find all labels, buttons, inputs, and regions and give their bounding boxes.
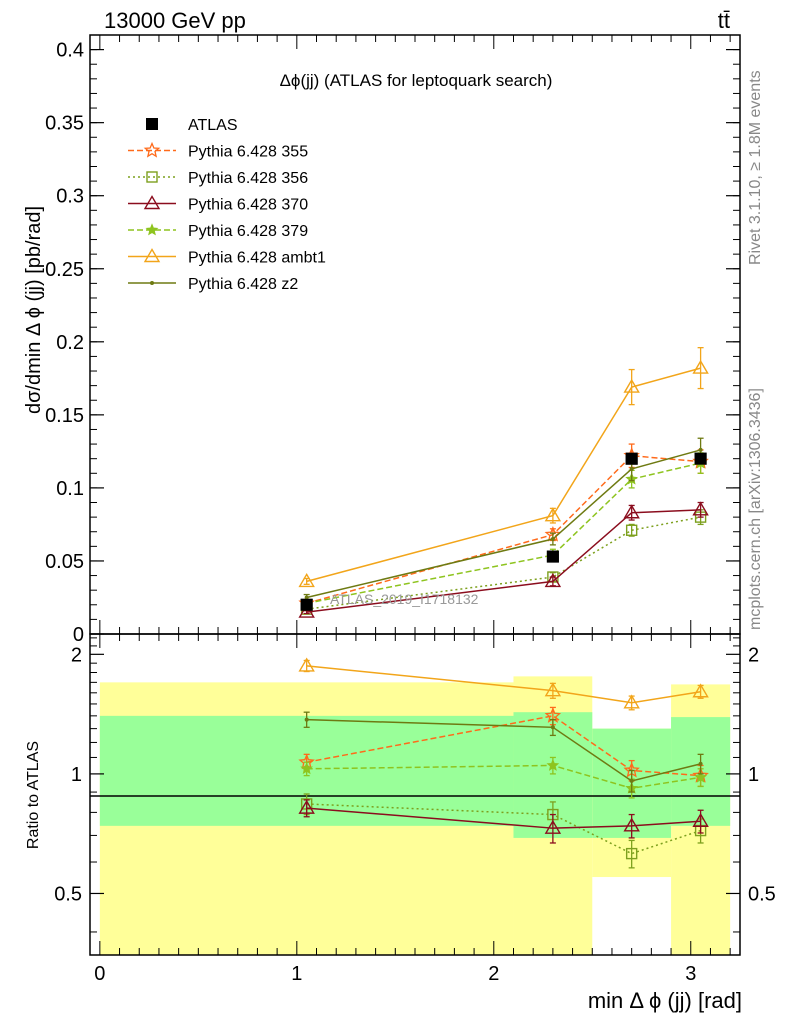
main-y-tick-label: 0.2 xyxy=(56,332,84,354)
ratio-series-5-point xyxy=(544,682,562,697)
main-y-tick-label: 0.1 xyxy=(56,478,84,500)
ratio-series-5-point xyxy=(692,683,709,698)
ratio-series-5-point xyxy=(298,657,315,672)
legend-marker-2 xyxy=(146,171,158,183)
rivet-label: Rivet 3.1.10, ≥ 1.8M events xyxy=(747,70,764,265)
series-3-point xyxy=(623,504,640,519)
ratio-y-tick-label-right: 1 xyxy=(748,764,759,786)
legend-label-6: Pythia 6.428 z2 xyxy=(188,276,298,293)
series-3-point xyxy=(298,603,315,618)
ratio-y-tick-label-left: 1 xyxy=(71,764,82,786)
main-x-ticks xyxy=(99,35,731,634)
main-title: Δϕ(jj) (ATLAS for leptoquark search) xyxy=(280,71,553,90)
watermark-label: ATLAS_2019_I1718132 xyxy=(330,591,479,607)
main-y-tick-label: 0.05 xyxy=(45,551,84,573)
ratio-series-3-point xyxy=(623,817,640,832)
legend-marker-3 xyxy=(143,195,161,210)
series-6-point xyxy=(550,537,555,542)
series-6-point xyxy=(304,595,309,600)
mcplots-label: mcplots.cern.ch [arXiv:1306.3436] xyxy=(747,388,764,630)
legend-marker-4 xyxy=(145,223,159,236)
ratio-series-3-line xyxy=(306,807,701,829)
series-2-line xyxy=(306,516,701,610)
atlas-data-point xyxy=(300,598,313,611)
ratio-series-5-line xyxy=(306,665,701,704)
ratio-series-6-point xyxy=(629,778,634,783)
main-panel: ATLAS_2019_I1718132 00.050.10.150.20.250… xyxy=(23,34,741,646)
atlas-data-point xyxy=(625,452,638,465)
legend-marker-5 xyxy=(143,248,161,263)
ratio-series-4-point xyxy=(694,770,708,783)
series-5-point xyxy=(623,378,640,393)
ratio-series-6-line xyxy=(306,718,701,782)
ratio-series-5-point xyxy=(623,694,640,709)
x-tick-label: 2 xyxy=(488,963,499,985)
ratio-y-tick-label-right: 0.5 xyxy=(748,883,776,905)
main-y-tick-label: 0 xyxy=(73,624,84,646)
main-y-tick-label: 0.3 xyxy=(56,186,84,208)
series-3-line xyxy=(306,509,701,613)
legend-marker-0 xyxy=(146,118,158,130)
atlas-data-point xyxy=(694,452,707,465)
legend: ATLAS Pythia 6.428 355 Pythia 6.428 356 Pyt… xyxy=(128,117,326,293)
ratio-bands xyxy=(99,676,731,955)
series-3-point xyxy=(692,501,709,516)
ratio-series-4-point xyxy=(300,762,314,775)
main-y-ticks: 0 0.05 0.1 0.15 0.2 0.25 0.3 0.35 0.4 xyxy=(45,34,740,646)
x-axis-label: min Δ ϕ (jj) [rad] xyxy=(588,988,742,1013)
ratio-series-4-line xyxy=(306,764,701,790)
ratio-series-2-point xyxy=(625,847,638,860)
ratio-series-3-point xyxy=(544,819,562,834)
series-5-point xyxy=(298,573,315,588)
energy-label: 13000 GeV pp xyxy=(104,8,246,33)
legend-marker-6 xyxy=(150,281,154,285)
series-5-point xyxy=(692,359,709,374)
legend-label-1: Pythia 6.428 355 xyxy=(188,144,308,161)
series-6-point xyxy=(698,447,703,452)
series-2-point xyxy=(625,524,638,536)
series-6-line xyxy=(306,449,701,599)
ratio-y-tick-label-left: 2 xyxy=(71,644,82,666)
legend-marker-1 xyxy=(143,141,161,158)
process-label: tt̄ xyxy=(718,8,730,33)
series-6-point xyxy=(629,466,634,471)
series-5-line xyxy=(306,367,701,583)
ratio-y-ticks: 0.5 0.5 1 1 2 2 xyxy=(54,637,776,933)
series-3-point xyxy=(544,573,562,588)
ratio-series-3-point xyxy=(298,799,315,814)
ratio-series-4-point xyxy=(546,758,560,771)
main-series-group xyxy=(298,346,709,618)
ratio-series-6-point xyxy=(550,725,555,730)
x-tick-label: 3 xyxy=(685,963,696,985)
series-5-point xyxy=(544,507,562,522)
main-y-tick-label: 0.25 xyxy=(45,259,84,281)
ratio-panel: 0.5 0.5 1 1 2 2 0 1 2 3 Ratio to ATLAS min Δ ϕ (… xyxy=(25,633,776,1013)
ratio-series-2-line xyxy=(306,803,701,855)
ratio-x-ticks: 0 1 2 3 xyxy=(94,634,731,985)
main-y-tick-label: 0.35 xyxy=(45,113,84,135)
ratio-series-3-point xyxy=(692,812,709,827)
legend-label-0: ATLAS xyxy=(188,117,238,134)
ratio-series-6-point xyxy=(304,717,309,722)
ratio-y-tick-label-right: 2 xyxy=(748,644,759,666)
main-y-tick-label: 0.4 xyxy=(56,40,84,62)
legend-label-5: Pythia 6.428 ambt1 xyxy=(188,250,326,267)
ratio-series-6-point xyxy=(698,761,703,766)
x-tick-label: 0 xyxy=(94,963,105,985)
legend-label-4: Pythia 6.428 379 xyxy=(188,223,308,240)
main-y-tick-label: 0.15 xyxy=(45,405,84,427)
atlas-data-point xyxy=(546,550,559,563)
ratio-series-group xyxy=(298,657,709,869)
legend-label-3: Pythia 6.428 370 xyxy=(188,197,308,214)
ratio-y-axis-label: Ratio to ATLAS xyxy=(25,741,42,849)
ratio-y-tick-label-left: 0.5 xyxy=(54,883,82,905)
legend-label-2: Pythia 6.428 356 xyxy=(188,170,308,187)
x-tick-label: 1 xyxy=(291,963,302,985)
series-4-line xyxy=(306,462,701,605)
main-y-axis-label: dσ/dmin Δ ϕ (jj) [pb/rad] xyxy=(23,206,45,414)
